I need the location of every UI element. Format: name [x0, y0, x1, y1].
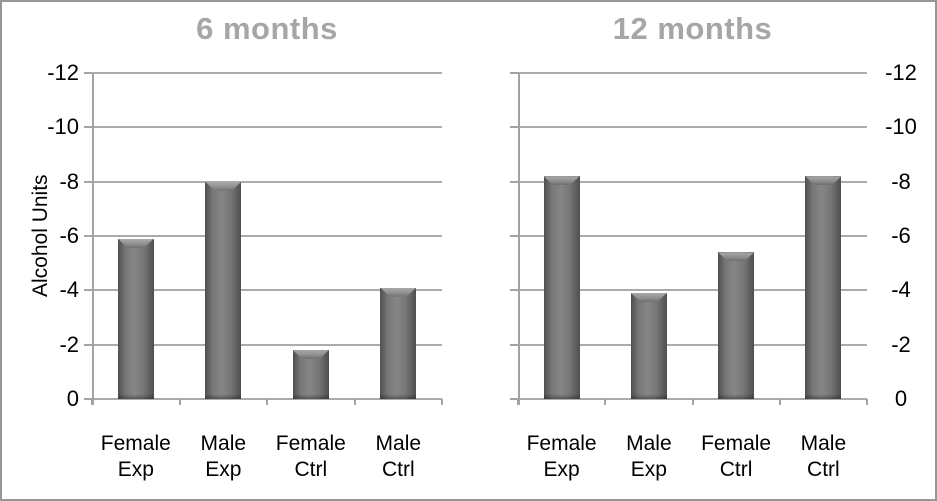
x-tick-mark [441, 399, 443, 405]
x-tick-mark [266, 399, 268, 405]
x-tick-mark [517, 399, 519, 405]
y-tick-mark [510, 72, 518, 74]
y-tick-label: -12 [885, 60, 917, 85]
bar-male-ctrl [805, 176, 842, 399]
gridline [92, 72, 442, 74]
x-tick-mark [353, 399, 356, 405]
category-label-female-exp: Female Exp [100, 432, 171, 481]
gridline [92, 180, 442, 183]
y-tick-label: -4 [891, 277, 911, 303]
y-tick-label: -4 [59, 277, 79, 303]
y-tick-mark [510, 235, 518, 237]
y-tick-label: -12 [47, 60, 79, 85]
y-tick-label: -8 [891, 168, 911, 194]
y-axis-line [518, 73, 520, 405]
x-tick-mark [91, 399, 93, 405]
y-tick-mark [84, 235, 92, 237]
y-tick-mark [510, 180, 518, 183]
bar-male-exp [630, 293, 667, 399]
category-label-male-exp: Male Exp [626, 432, 672, 481]
gridline [92, 343, 442, 346]
x-tick-mark [691, 399, 694, 405]
y-tick-label: -2 [891, 331, 911, 357]
bar-female-exp [543, 176, 580, 399]
gridline [92, 289, 442, 292]
y-tick-label: -6 [59, 223, 79, 248]
category-label-male-exp: Male Exp [200, 432, 247, 481]
bar-female-exp [117, 238, 154, 400]
plot-area [510, 72, 868, 405]
gridline [518, 289, 867, 292]
category-label-male-ctrl: Male Ctrl [800, 432, 847, 481]
y-tick-label: -2 [59, 331, 79, 357]
category-label-female-ctrl: Female Ctrl [701, 432, 772, 481]
chart-title: 12 months [612, 11, 773, 46]
y-tick-mark [84, 180, 92, 183]
y-tick-label: 0 [66, 386, 79, 411]
bar-male-exp [205, 181, 242, 400]
y-tick-mark [84, 398, 92, 400]
y-tick-label: 0 [894, 386, 908, 411]
x-tick-mark [778, 399, 781, 405]
plot-area [84, 72, 443, 405]
gridline [518, 235, 867, 237]
gridline [92, 235, 442, 237]
y-tick-mark [84, 343, 92, 346]
x-tick-mark [604, 399, 607, 405]
y-tick-mark [84, 289, 92, 292]
y-tick-label: -10 [47, 114, 79, 140]
gridline [518, 343, 867, 346]
category-label-female-ctrl: Female Ctrl [275, 432, 346, 481]
x-tick-mark [866, 399, 868, 405]
y-tick-label: -8 [59, 168, 79, 194]
y-tick-label: -10 [885, 114, 917, 140]
y-tick-mark [510, 343, 518, 346]
bar-male-ctrl [380, 287, 417, 400]
bar-female-ctrl [718, 252, 755, 399]
y-tick-mark [84, 126, 92, 129]
y-tick-mark [510, 126, 518, 129]
gridline [518, 126, 867, 129]
chart-title: 6 months [196, 11, 338, 46]
y-tick-label: -6 [891, 223, 911, 248]
y-tick-mark [510, 289, 518, 292]
gridline [92, 126, 442, 129]
gridline [518, 180, 867, 183]
y-tick-mark [510, 398, 518, 400]
category-label-male-ctrl: Male Ctrl [375, 432, 422, 481]
y-tick-mark [84, 72, 92, 74]
gridline [518, 72, 867, 74]
x-tick-mark [178, 399, 181, 405]
bar-female-ctrl [292, 350, 329, 399]
y-axis-line [92, 73, 94, 405]
category-label-female-exp: Female Exp [526, 432, 597, 481]
